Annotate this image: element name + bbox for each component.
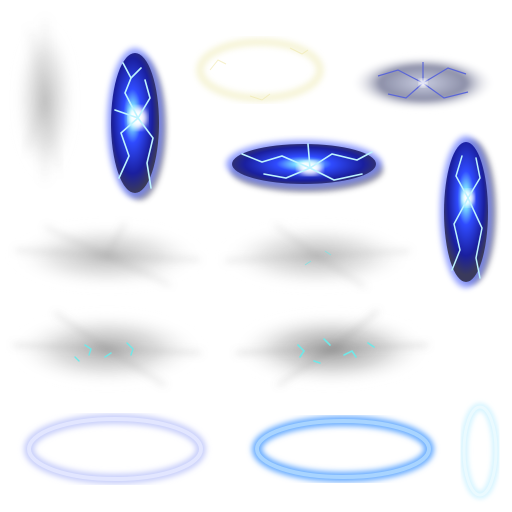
thin-vertical-ring [455, 400, 505, 502]
smoke-burst-wide-1 [5, 215, 210, 297]
bright-blue-ring [246, 408, 441, 490]
smoke-burst-vertical [0, 10, 90, 190]
smoke-burst-wide-2 [215, 215, 420, 297]
smoke-burst-sparks-1 [5, 305, 210, 393]
grey-crackle-disc [348, 52, 498, 114]
smoke-burst-sparks-2 [228, 305, 436, 393]
lightning-portal-vertical [95, 38, 175, 208]
lightning-portal-horizontal [222, 128, 388, 200]
soft-blue-ring [18, 408, 213, 490]
lightning-portal-vertical-2 [430, 128, 505, 296]
faint-glow-ring [190, 30, 330, 110]
